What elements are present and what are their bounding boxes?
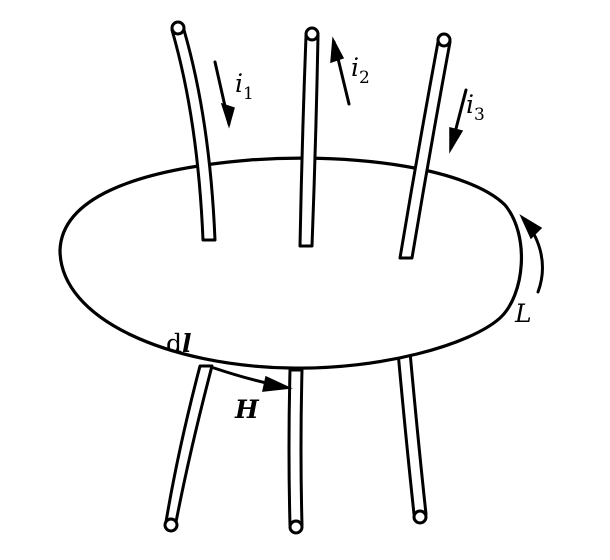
loop-arrow-head bbox=[519, 214, 543, 240]
wire-3-lower bbox=[396, 350, 428, 516]
wire-2-lower bbox=[287, 368, 304, 527]
wire-1-upper bbox=[170, 28, 217, 242]
wire-3-upper bbox=[398, 40, 452, 260]
wire-3-top-cap bbox=[436, 32, 452, 48]
wire-1-top-cap bbox=[170, 20, 186, 36]
H-label: H bbox=[234, 395, 260, 424]
labels: i1 i2 i3 L dl H bbox=[166, 53, 532, 424]
loop-direction-arrow bbox=[519, 214, 544, 294]
H-arrow-head bbox=[262, 375, 293, 392]
dl-label: dl bbox=[166, 329, 192, 358]
i1-arrow-head bbox=[220, 102, 235, 129]
upper-wires bbox=[170, 20, 452, 260]
i2-arrow-head bbox=[330, 36, 345, 64]
wire-2-top-cap bbox=[304, 26, 320, 42]
wire-1-end-cap bbox=[163, 517, 179, 533]
i3-label: i3 bbox=[466, 90, 485, 125]
wire-2-end-cap bbox=[288, 519, 304, 535]
H-vector bbox=[212, 366, 293, 392]
i1-label: i1 bbox=[235, 69, 254, 104]
wire-1-lower bbox=[164, 364, 214, 524]
wire-3-end-cap bbox=[412, 509, 428, 525]
wire-2-upper bbox=[298, 34, 320, 248]
lower-wires bbox=[163, 350, 428, 535]
current-arrows bbox=[213, 36, 468, 154]
i2-label: i2 bbox=[351, 53, 370, 88]
loop-L-label: L bbox=[514, 299, 532, 328]
i3-arrow-head bbox=[449, 127, 464, 154]
closed-loop-L bbox=[58, 156, 523, 370]
